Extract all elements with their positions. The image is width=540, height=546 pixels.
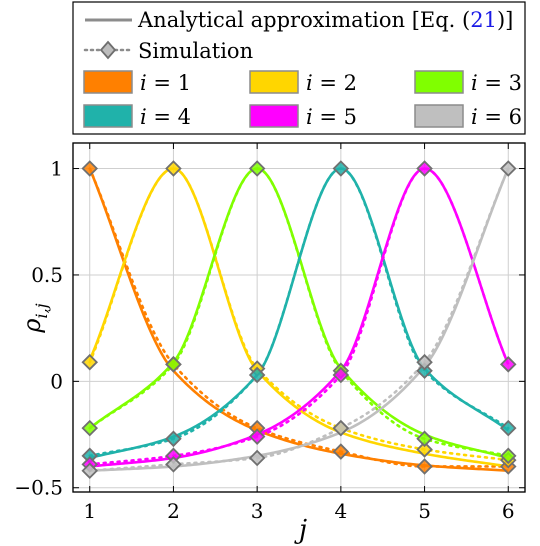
legend: Analytical approximation [Eq. (21)] Simu…: [72, 1, 526, 135]
x-tick-label: 6: [502, 499, 515, 523]
simulation-marker-i6: [332, 419, 350, 437]
legend-entry-i1: i = 1: [83, 70, 191, 95]
x-tick-label: 2: [167, 499, 180, 523]
axis-ticks: 1 2 3 4 5 6 −0.5 0 0.5 1: [14, 143, 525, 523]
legend-entry-i4: i = 4: [83, 104, 191, 129]
legend-simulation-label: Simulation: [138, 39, 253, 63]
plot-frame: [72, 142, 526, 493]
simulation-marker-i5: [332, 366, 350, 384]
simulation-marker-i3: [248, 160, 266, 177]
legend-label-i3: i = 3: [471, 71, 522, 95]
simulation-marker-i5: [248, 428, 266, 445]
simulation-marker-i6: [248, 449, 266, 467]
legend-label-i6: i = 6: [471, 105, 522, 129]
simulation-marker-i2: [165, 160, 182, 177]
legend-analytical-label: Analytical approximation [Eq. (21)]: [137, 8, 513, 32]
legend-entry-i2: i = 2: [249, 70, 357, 95]
plot-frame-overlay: [72, 142, 526, 493]
legend-swatch-i4: [83, 104, 133, 128]
simulation-marker-i3: [165, 356, 182, 373]
x-tick-label: 5: [418, 499, 431, 523]
legend-label-i2: i = 2: [306, 71, 357, 95]
simulation-marker-i4: [165, 430, 182, 448]
legend-swatch-i1: [83, 70, 133, 94]
simulation-marker-i1: [416, 458, 433, 475]
y-tick-label: 0: [50, 369, 63, 393]
simulation-marker-i5: [416, 160, 433, 177]
y-tick-label: −0.5: [14, 476, 63, 500]
simulation-marker-i2: [81, 353, 99, 371]
legend-swatch-i6: [414, 104, 464, 128]
legend-swatch-i5: [249, 104, 299, 128]
simulation-marker-i2: [416, 441, 433, 458]
simulation-curve-i5: [88, 167, 510, 466]
legend-series-entries: i = 1 i = 2 i = 3 i = 4 i = 5 i = 6: [83, 70, 522, 129]
simulation-marker-i3: [416, 430, 433, 448]
series-layer: [88, 167, 510, 473]
simulation-curve-i1: [88, 167, 510, 468]
x-tick-label: 3: [251, 499, 264, 523]
legend-label-i1: i = 1: [140, 71, 191, 95]
simulation-marker-i1: [332, 443, 350, 460]
simulation-curve-i6: [88, 167, 510, 473]
simulation-marker-i4: [332, 160, 350, 177]
simulation-marker-i6: [165, 456, 182, 473]
legend-entry-i6: i = 6: [414, 104, 522, 129]
simulation-curve-i4: [88, 167, 510, 458]
simulation-marker-i4: [248, 366, 266, 384]
legend-entry-i5: i = 5: [249, 104, 357, 129]
simulation-marker-i6: [81, 462, 99, 479]
simulation-marker-i3: [499, 447, 517, 465]
x-axis-label: j: [294, 515, 307, 545]
simulation-marker-i6: [499, 160, 517, 177]
legend-eq-ref[interactable]: 21: [470, 8, 497, 32]
simulation-marker-i5: [499, 356, 517, 373]
plot-area: 1 2 3 4 5 6 −0.5 0 0.5 1: [14, 142, 526, 523]
legend-label-i5: i = 5: [306, 105, 357, 129]
x-tick-label: 4: [334, 499, 347, 523]
y-axis-label: ρi,j: [18, 303, 51, 333]
svg-text:ρi,j: ρi,j: [18, 303, 51, 333]
simulation-curve-i2: [88, 167, 510, 462]
simulation-marker-i1: [81, 160, 99, 177]
y-tick-label: 0.5: [31, 263, 63, 287]
legend-label-i4: i = 4: [140, 105, 191, 129]
legend-swatch-i2: [249, 70, 299, 94]
legend-entry-i3: i = 3: [414, 70, 522, 95]
legend-simulation-diamond-icon: [99, 40, 117, 60]
simulation-marker-i3: [81, 419, 99, 437]
simulation-marker-i4: [499, 419, 517, 437]
marker-layer: [81, 160, 517, 479]
legend-swatch-i3: [414, 70, 464, 94]
y-tick-label: 1: [50, 157, 63, 181]
simulation-marker-i6: [416, 353, 433, 371]
x-tick-label: 1: [83, 499, 96, 523]
simulation-marker-i4: [416, 362, 433, 379]
